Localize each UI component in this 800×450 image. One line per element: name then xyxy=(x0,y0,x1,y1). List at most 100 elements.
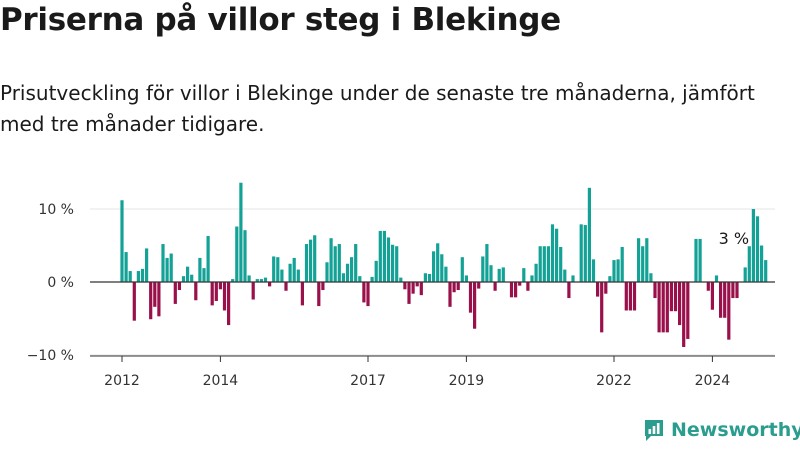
bar xyxy=(415,282,419,287)
bar xyxy=(608,276,612,282)
bar xyxy=(760,245,764,282)
bar xyxy=(423,273,427,282)
bar xyxy=(309,239,313,282)
bar xyxy=(501,267,505,282)
bar xyxy=(325,262,329,282)
bar xyxy=(637,238,641,282)
bar xyxy=(284,282,288,291)
bar xyxy=(661,282,665,333)
bar xyxy=(620,246,624,282)
chart-title: Priserna på villor steg i Blekinge xyxy=(0,2,561,38)
bar xyxy=(358,276,362,282)
bar xyxy=(329,238,333,282)
bar xyxy=(222,282,227,311)
bar xyxy=(714,275,719,282)
bar xyxy=(464,275,468,282)
bar xyxy=(149,282,153,320)
bar xyxy=(313,235,317,282)
bar xyxy=(571,275,575,282)
x-tick-label: 2019 xyxy=(449,373,485,389)
bar xyxy=(231,279,235,282)
bar xyxy=(591,259,596,282)
x-tick-label: 2017 xyxy=(350,373,386,389)
bar xyxy=(686,282,690,339)
bar xyxy=(530,275,534,282)
bar xyxy=(706,282,710,291)
bar xyxy=(665,282,669,333)
bar xyxy=(218,282,222,290)
bar xyxy=(657,282,661,333)
bar xyxy=(440,254,444,282)
bar-chart: 10 % 0 % −10 % 2012 2014 2017 2019 2022 2024 3 … xyxy=(27,182,775,389)
bar xyxy=(382,230,386,282)
bar xyxy=(583,225,587,282)
bar xyxy=(177,282,181,291)
bar xyxy=(481,256,485,282)
bar xyxy=(477,282,481,289)
bar xyxy=(546,246,550,282)
x-tick-label: 2012 xyxy=(104,373,140,389)
bar xyxy=(514,282,518,298)
bar xyxy=(694,238,698,282)
bar xyxy=(190,274,194,282)
bar xyxy=(509,282,514,298)
gridlines xyxy=(90,208,775,356)
y-tick-label: −10 % xyxy=(27,348,74,364)
bar xyxy=(370,276,374,282)
bar xyxy=(128,271,132,282)
bar xyxy=(227,282,231,326)
bar xyxy=(161,244,165,282)
brand-name: Newsworthy xyxy=(671,419,800,441)
bar xyxy=(235,226,239,282)
bar xyxy=(596,282,600,297)
bar xyxy=(468,282,473,313)
bar xyxy=(710,282,714,310)
bar xyxy=(489,265,493,282)
bar xyxy=(181,276,186,282)
bar xyxy=(743,267,747,282)
bar xyxy=(497,268,501,282)
bar xyxy=(403,282,407,290)
bar xyxy=(632,282,637,311)
bar xyxy=(272,256,276,282)
bar xyxy=(337,244,341,282)
bar xyxy=(169,253,173,282)
bar xyxy=(132,282,136,321)
bar xyxy=(427,273,432,282)
bar xyxy=(411,282,415,294)
bar xyxy=(653,282,657,299)
bar xyxy=(563,269,567,282)
bar xyxy=(194,282,198,301)
bar xyxy=(165,257,169,282)
bar xyxy=(124,252,128,282)
bar xyxy=(678,282,682,326)
y-tick-label: 0 % xyxy=(47,275,74,291)
bar xyxy=(485,244,489,282)
bar xyxy=(292,257,296,282)
bar xyxy=(378,230,382,282)
bar xyxy=(604,282,608,294)
bar xyxy=(538,246,542,282)
bar xyxy=(304,244,309,282)
bar xyxy=(214,282,218,301)
bar xyxy=(157,282,161,317)
bar xyxy=(202,268,206,282)
bar xyxy=(210,282,214,306)
y-tick-label: 10 % xyxy=(38,202,74,218)
bar xyxy=(579,224,583,282)
bar xyxy=(645,238,649,282)
bar xyxy=(460,257,464,282)
bar xyxy=(436,243,440,282)
x-tick-label: 2014 xyxy=(203,373,239,389)
x-axis-ticks: 2012 2014 2017 2019 2022 2024 xyxy=(90,355,775,389)
bar xyxy=(432,251,436,282)
bar xyxy=(259,279,263,282)
bar-series xyxy=(90,182,775,347)
annotation-label: 3 % xyxy=(719,229,749,248)
bar xyxy=(444,266,448,282)
bar xyxy=(542,246,546,282)
bar xyxy=(727,282,731,340)
bar xyxy=(280,269,284,282)
annotation-label-halo: 3 % xyxy=(719,229,749,248)
bar xyxy=(362,282,366,303)
